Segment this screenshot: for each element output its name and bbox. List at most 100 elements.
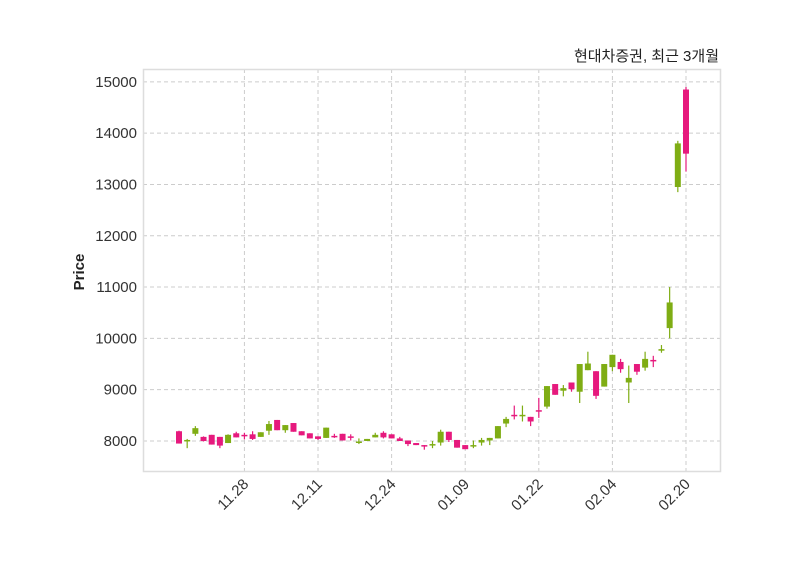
candle-body [445,431,452,440]
candle-body [216,436,223,446]
candle [323,427,330,438]
candle-body [658,349,665,351]
candle-body [576,364,583,392]
candle [413,443,420,446]
candle [216,436,223,449]
candle [633,364,640,375]
candle [225,434,232,444]
candle [176,430,182,444]
candle-body [494,426,501,439]
candle-body [650,359,657,362]
candle [568,382,575,392]
candle [576,364,583,404]
y-tick-label: 8000 [104,433,137,450]
candle-body [257,432,264,437]
candle [650,355,657,368]
candle [306,433,313,439]
candle [241,432,248,440]
candle [470,440,477,449]
candle [282,425,289,433]
candle [421,445,428,450]
x-tick-label: 02.04 [582,476,621,515]
candle [658,345,665,353]
candle [609,354,616,372]
candle [208,434,215,445]
candle-body [413,443,420,446]
candle [404,440,411,447]
candle-body [503,418,510,424]
candle [519,405,526,422]
candle [396,436,403,441]
candle-body [355,441,362,443]
y-tick-label: 12000 [95,228,137,245]
candle-body [274,419,281,431]
candle-body [543,386,550,407]
candle-body [282,425,289,431]
x-tick-label: 12.11 [288,476,326,514]
candle-body [225,434,232,444]
candle [527,416,534,427]
candle-body [666,302,673,329]
candle [380,431,387,439]
candle [584,351,591,371]
candles [176,86,689,450]
candle [388,434,395,439]
candle-body [601,364,608,387]
candle [478,437,485,446]
candle-body [535,410,542,412]
candle [200,436,207,442]
candle [184,438,191,449]
candle-body [176,431,182,444]
y-tick-label: 10000 [95,330,137,347]
y-axis-label: Price [71,254,88,291]
candle-body [184,439,191,442]
candle-body [265,424,272,431]
candle-body [584,363,591,371]
candle [274,419,281,431]
candle-body [462,445,469,450]
candle [233,431,240,438]
candle [265,420,272,435]
candle [462,445,469,450]
candle-body [241,434,248,437]
x-tick-label: 02.20 [655,476,694,515]
candle-body [380,432,387,438]
candle-body [364,438,371,441]
candle-body [331,435,338,438]
candle-body [470,445,477,447]
candle [339,433,346,441]
candle [437,429,444,446]
candle-body [421,445,428,447]
y-tick-label: 9000 [104,382,137,399]
candle-body [339,433,346,441]
candle [511,405,518,420]
candle [486,437,493,446]
candle-body [454,439,461,448]
candle-body [388,434,395,439]
candle [331,433,338,438]
candle [249,431,256,440]
candle-body [298,431,305,436]
candle [192,426,199,436]
candle [315,436,322,440]
candle [347,434,354,441]
x-tick-label: 12.24 [361,476,400,515]
candle-body [609,354,616,368]
candle [601,364,608,387]
candle [560,385,567,397]
candle-body [306,433,313,439]
grid [143,69,720,471]
candle [674,140,681,193]
candle-body [249,434,256,439]
candle-body [633,364,640,372]
candle [552,384,559,395]
candle-body [552,384,559,395]
candle-body [372,434,379,438]
candle-body [617,361,624,370]
candle-body [486,437,493,441]
candle-body [315,436,322,439]
y-tick-label: 13000 [95,176,137,193]
candle-body [511,414,518,417]
candle-body [323,427,330,438]
x-tick-label: 11.28 [214,476,252,514]
